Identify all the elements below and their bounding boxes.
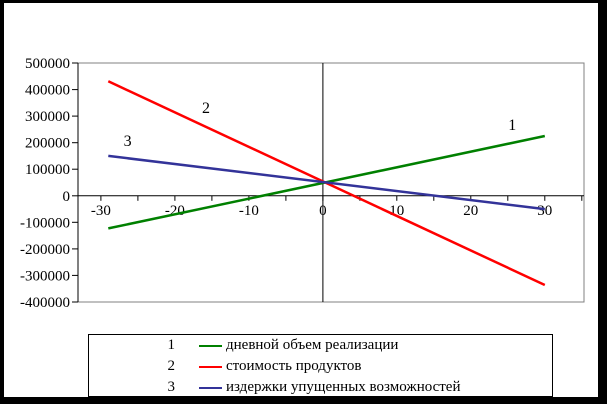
y-tick-label: 0: [63, 189, 71, 205]
legend-series-number-3: 3: [167, 379, 176, 395]
legend-box: 1 дневной объем реализации 2 стоимость п…: [88, 334, 553, 397]
y-tick-label: 400000: [25, 83, 70, 99]
y-tick-label: -300000: [20, 268, 70, 284]
y-tick-label: 200000: [25, 136, 70, 152]
series-annotation-1: 1: [508, 117, 516, 134]
legend-item-3: 3 издержки упущенных возможностей: [89, 377, 552, 397]
x-tick-label: -10: [239, 203, 259, 219]
legend-line-sample-green-icon: [199, 344, 222, 347]
x-tick-label: -30: [91, 203, 111, 219]
legend-series-label-1: дневной объем реализации: [226, 337, 399, 353]
series-annotation-3: 3: [124, 133, 132, 150]
y-tick-label: -200000: [20, 242, 70, 258]
legend-series-label-2: стоимость продуктов: [226, 358, 362, 374]
legend-series-label-3: издержки упущенных возможностей: [226, 379, 461, 395]
legend-series-number-2: 2: [167, 358, 176, 374]
y-tick-label: -400000: [20, 295, 70, 311]
y-tick-label: -100000: [20, 215, 70, 231]
x-tick-label: 20: [463, 203, 478, 219]
series-line-3: [108, 154, 545, 211]
legend-item-2: 2 стоимость продуктов: [89, 356, 552, 377]
legend-line-sample-red-icon: [199, 365, 222, 368]
x-tick-label: 30: [537, 203, 552, 219]
legend-line-sample-blue-icon: [199, 386, 222, 389]
legend-series-number-1: 1: [167, 337, 176, 353]
y-tick-label: 500000: [25, 56, 70, 72]
y-tick-label: 100000: [25, 162, 70, 178]
series-annotation-2: 2: [202, 100, 210, 117]
y-tick-label: 300000: [25, 109, 70, 125]
legend-item-1: 1 дневной объем реализации: [89, 335, 552, 356]
